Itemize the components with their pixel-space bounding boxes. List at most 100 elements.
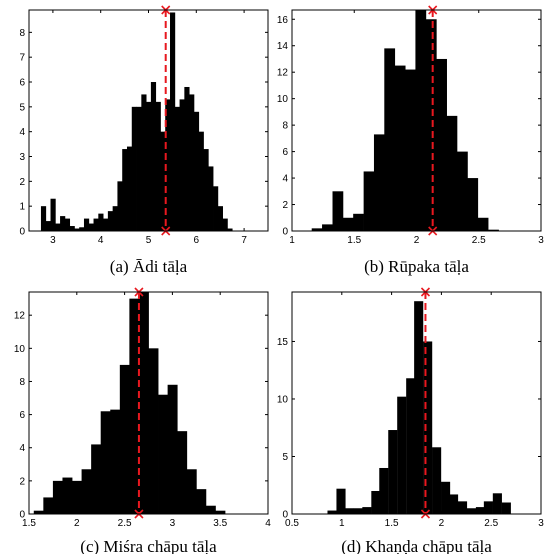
y-tick-label-b-3: 6 (282, 147, 288, 158)
histogram-bar-b-8 (394, 65, 406, 231)
histogram-bar-d-12 (432, 447, 442, 514)
histogram-bar-a-18 (126, 146, 133, 231)
histogram-bar-a-36 (213, 186, 219, 231)
x-tick-label-a-3: 6 (194, 235, 200, 246)
histogram-bar-a-34 (203, 149, 209, 231)
histogram-bar-d-4 (362, 507, 372, 514)
x-tick-label-c-4: 3.5 (213, 518, 227, 529)
y-tick-label-c-0: 0 (19, 510, 25, 521)
histogram-bar-b-3 (342, 217, 354, 231)
caption-a: (a) Ādi tāḷa (110, 257, 188, 276)
histogram-bar-a-17 (122, 149, 128, 231)
histogram-bar-a-38 (222, 218, 228, 231)
histogram-bar-a-20 (136, 106, 142, 231)
y-tick-label-a-1: 1 (19, 202, 25, 213)
x-tick-label-b-4: 3 (538, 235, 544, 246)
histogram-bar-a-15 (112, 206, 118, 231)
x-tick-label-c-2: 2.5 (118, 518, 132, 529)
y-tick-label-a-3: 3 (19, 152, 25, 163)
histogram-bar-a-30 (184, 86, 190, 231)
histogram-bar-a-22 (146, 101, 152, 231)
caption-d: (d) Khaṇḍa chāpu tāḷa (341, 537, 492, 554)
histogram-bar-a-33 (198, 131, 204, 231)
histogram-bar-a-39 (227, 228, 233, 231)
histogram-bar-a-9 (83, 218, 90, 231)
chart-panel-a: 3 4 5 6 7 0 1 2 3 4 5 6 7 8 (a) Ādi tāḷa (19, 5, 269, 276)
x-tick-label-a-2: 5 (146, 235, 152, 246)
x-tick-label-d-3: 2 (439, 518, 445, 529)
histogram-bar-a-5 (64, 218, 71, 231)
y-tick-label-d-2: 10 (277, 394, 289, 405)
histogram-bar-a-23 (150, 82, 157, 231)
histogram-bar-b-14 (457, 151, 468, 231)
histogram-bar-c-2 (52, 480, 63, 514)
histogram-bar-d-13 (441, 481, 451, 514)
histogram-bar-d-15 (457, 501, 468, 514)
histogram-bar-d-14 (448, 494, 459, 514)
histogram-bar-b-9 (405, 69, 416, 231)
histogram-bar-b-6 (373, 134, 385, 231)
histogram-bar-b-11 (425, 19, 437, 232)
x-tick-label-c-0: 1.5 (22, 518, 36, 529)
histogram-bar-d-7 (388, 430, 398, 514)
histogram-bar-a-27 (170, 12, 176, 232)
histogram-bar-a-13 (103, 218, 109, 231)
histogram-bar-d-11 (423, 341, 433, 514)
y-tick-label-c-5: 10 (14, 344, 26, 355)
histogram-bar-a-4 (60, 216, 66, 231)
chart-panel-c: 1.5 2 2.5 3 3.5 4 0 2 4 6 8 10 12 (c) Miśra chāpu tāḷ… (14, 287, 271, 554)
x-tick-label-d-4: 2.5 (484, 518, 498, 529)
histogram-bar-a-26 (165, 99, 171, 231)
y-tick-label-b-0: 0 (282, 227, 288, 238)
histogram-bar-a-29 (179, 99, 185, 231)
caption-b: (b) Rūpaka tāḷa (364, 257, 469, 276)
y-tick-label-a-6: 6 (19, 78, 25, 89)
chart-panel-d: 0.5 1 1.5 2 2.5 3 0 5 10 15 (d) Khaṇḍa chāpu tāḷa (277, 287, 544, 554)
histogram-bar-d-3 (353, 508, 363, 514)
x-tick-label-d-2: 1.5 (385, 518, 399, 529)
histogram-bar-c-6 (91, 444, 102, 514)
y-tick-label-b-5: 10 (277, 94, 289, 105)
y-tick-label-b-7: 14 (277, 41, 289, 52)
histogram-bar-d-17 (475, 507, 486, 514)
histogram-bar-c-18 (205, 505, 216, 514)
histogram-bar-b-0 (311, 228, 323, 231)
histogram-bar-d-19 (492, 493, 502, 514)
histogram-bar-b-15 (467, 178, 479, 231)
histogram-bar-c-11 (138, 292, 149, 514)
axes-frame-c (28, 291, 269, 515)
histogram-bar-c-7 (100, 411, 111, 514)
histogram-bar-a-25 (160, 131, 166, 231)
y-tick-label-c-2: 4 (19, 443, 25, 454)
x-tick-label-b-0: 1 (289, 235, 295, 246)
x-tick-label-c-5: 4 (265, 518, 271, 529)
histogram-bar-c-8 (110, 409, 121, 514)
histogram-bar-d-20 (501, 502, 511, 514)
histogram-bar-d-1 (336, 488, 346, 514)
histogram-bar-b-1 (322, 224, 333, 231)
histogram-bar-d-5 (371, 490, 381, 514)
histogram-bar-b-12 (436, 58, 447, 232)
histogram-bar-a-8 (79, 227, 85, 231)
y-tick-label-c-3: 6 (19, 410, 25, 421)
histogram-bar-a-1 (45, 221, 51, 231)
y-tick-label-b-6: 12 (277, 68, 289, 79)
histogram-bar-a-7 (74, 228, 80, 231)
histogram-bar-d-2 (344, 508, 354, 514)
histogram-bar-a-32 (193, 111, 200, 231)
y-tick-label-a-8: 8 (19, 28, 25, 39)
histogram-bar-b-13 (446, 115, 458, 231)
histogram-bar-a-37 (217, 206, 223, 231)
histogram-bar-a-16 (117, 181, 123, 231)
histogram-bar-a-0 (40, 206, 47, 231)
histogram-bar-c-12 (148, 348, 159, 514)
histogram-bar-c-17 (196, 489, 207, 514)
y-tick-label-d-1: 5 (282, 452, 288, 463)
x-tick-label-d-0: 0.5 (285, 518, 299, 529)
histogram-bar-c-0 (33, 510, 44, 514)
histogram-bar-a-11 (93, 218, 99, 231)
histogram-bar-d-8 (397, 396, 407, 514)
histogram-bar-b-7 (384, 48, 396, 231)
histogram-bar-c-9 (119, 364, 130, 514)
